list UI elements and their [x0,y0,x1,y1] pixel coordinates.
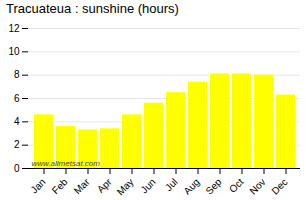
svg-text:Apr: Apr [95,176,114,195]
svg-text:2: 2 [14,139,20,150]
svg-text:May: May [115,176,136,197]
svg-text:Aug: Aug [181,176,201,196]
svg-text:Jun: Jun [138,176,157,195]
svg-text:10: 10 [8,46,20,57]
svg-text:0: 0 [14,163,20,174]
svg-text:6: 6 [14,93,20,104]
svg-text:Sep: Sep [203,176,224,197]
svg-text:Feb: Feb [50,176,70,196]
svg-text:Nov: Nov [247,176,267,196]
svg-text:12: 12 [8,23,20,34]
svg-text:Jan: Jan [28,176,47,195]
svg-text:Oct: Oct [227,176,246,195]
svg-text:Mar: Mar [72,176,92,196]
svg-text:Dec: Dec [269,176,289,196]
html-text:Tracuateua : sunshine (hours): Tracuateua : sunshine (hours) [6,1,179,16]
svg-text:www.allmetsat.com: www.allmetsat.com [32,159,101,168]
svg-text:Jul: Jul [163,176,180,193]
svg-text:8: 8 [14,69,20,80]
svg-text:4: 4 [14,116,20,127]
